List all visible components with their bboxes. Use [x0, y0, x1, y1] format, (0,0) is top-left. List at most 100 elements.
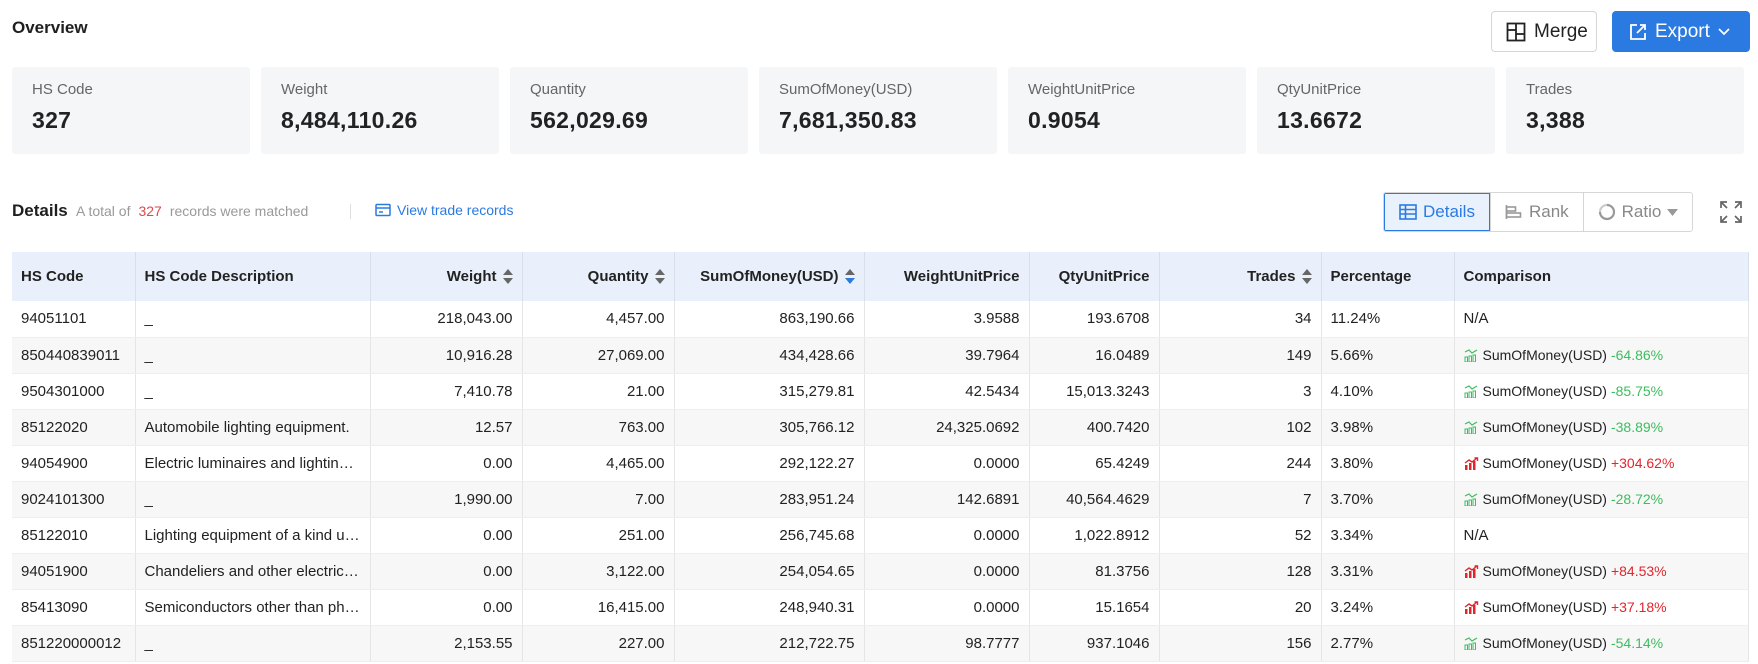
stat-label: HS Code: [32, 81, 93, 98]
weight-unit-price-cell: 0.0000: [864, 517, 1030, 554]
weight-cell: 10,916.28: [370, 337, 523, 374]
change-positive: +304.62%: [1610, 455, 1675, 471]
column-header-label: Comparison: [1463, 268, 1552, 285]
sort-icon[interactable]: [502, 269, 513, 285]
table-row[interactable]: 851220000012 _ 2,153.55 227.00 212,722.75 98.…: [12, 625, 1749, 662]
rank-view-button[interactable]: Rank: [1489, 193, 1583, 231]
weight-unit-price-cell: 0.0000: [864, 553, 1030, 590]
export-button[interactable]: Export: [1612, 11, 1750, 52]
view-trade-records-label: View trade records: [397, 202, 514, 218]
stat-card-qty-unit-price: QtyUnitPrice 13.6672: [1257, 67, 1495, 154]
table-row[interactable]: 850440839011 _ 10,916.28 27,069.00 434,428.6…: [12, 337, 1749, 374]
stat-value: 562,029.69: [530, 107, 649, 133]
qty-unit-price-cell: 1,022.8912: [1029, 517, 1160, 554]
comparison-value[interactable]: SumOfMoney(USD) +37.18%: [1464, 599, 1739, 615]
comparison-value[interactable]: SumOfMoney(USD) +304.62%: [1464, 455, 1739, 471]
column-header-label: QtyUnitPrice: [1058, 268, 1150, 285]
fullscreen-icon[interactable]: [1720, 201, 1742, 223]
merge-label: Merge: [1534, 20, 1588, 42]
description-cell: _: [135, 625, 371, 662]
change-positive: +84.53%: [1610, 563, 1667, 579]
qty-unit-price-cell: 15,013.3243: [1029, 373, 1160, 410]
column-header-description: HS Code Description: [135, 252, 371, 301]
percentage-cell: 11.24%: [1321, 301, 1455, 338]
table-body: 94051101 _ 218,043.00 4,457.00 863,190.66 3.9…: [12, 301, 1749, 662]
comparison-metric: SumOfMoney(USD): [1482, 383, 1607, 399]
sort-icon[interactable]: [1301, 269, 1312, 285]
view-switch: Details Rank Ratio: [1383, 192, 1694, 232]
comparison-metric: SumOfMoney(USD): [1482, 455, 1607, 471]
weight-cell: 7,410.78: [370, 373, 523, 410]
column-header-weight[interactable]: Weight: [370, 252, 523, 301]
comparison-cell: N/A: [1454, 517, 1749, 554]
column-header-quantity[interactable]: Quantity: [522, 252, 675, 301]
sort-icon[interactable]: [654, 269, 665, 285]
weight-cell: 0.00: [370, 589, 523, 626]
weight-unit-price-cell: 142.6891: [864, 481, 1030, 518]
description-cell: Semiconductors other than photosensitive…: [135, 589, 371, 626]
trend-down-icon: [1464, 384, 1477, 398]
column-header-label: Quantity: [587, 267, 649, 285]
rank-view-label: Rank: [1528, 202, 1569, 221]
comparison-value[interactable]: SumOfMoney(USD) +84.53%: [1464, 563, 1739, 579]
records-count: 327: [138, 203, 162, 219]
ratio-view-button[interactable]: Ratio: [1582, 193, 1693, 231]
comparison-value[interactable]: SumOfMoney(USD) -64.86%: [1464, 347, 1739, 363]
quantity-cell: 251.00: [522, 517, 675, 554]
stat-value: 327: [32, 107, 72, 133]
hs-code-cell: 9504301000: [12, 373, 136, 410]
comparison-value[interactable]: SumOfMoney(USD) -28.72%: [1464, 491, 1739, 507]
table-row[interactable]: 94051900 Chandeliers and other electric c…: [12, 553, 1749, 590]
records-icon: [375, 203, 391, 217]
trades-cell: 20: [1159, 589, 1322, 626]
change-positive: +37.18%: [1610, 599, 1667, 615]
comparison-cell: SumOfMoney(USD) +304.62%: [1454, 445, 1749, 482]
description-cell: Chandeliers and other electric ceiling l…: [135, 553, 371, 590]
overview-stats: HS Code 327 Weight 8,484,110.26 Quantity…: [12, 67, 1744, 154]
comparison-value[interactable]: SumOfMoney(USD) -54.14%: [1464, 635, 1739, 651]
weight-unit-price-cell: 24,325.0692: [864, 409, 1030, 446]
table-row[interactable]: 9024101300 _ 1,990.00 7.00 283,951.24 142.689…: [12, 481, 1749, 518]
hs-code-cell: 850440839011: [12, 337, 136, 374]
column-header-comparison: Comparison: [1454, 252, 1749, 301]
quantity-cell: 4,457.00: [522, 301, 675, 338]
column-header-sum-of-money[interactable]: SumOfMoney(USD): [674, 252, 865, 301]
qty-unit-price-cell: 81.3756: [1029, 553, 1160, 590]
trades-cell: 7: [1159, 481, 1322, 518]
weight-unit-price-cell: 0.0000: [864, 445, 1030, 482]
table-row[interactable]: 85122010 Lighting equipment of a kind use…: [12, 517, 1749, 554]
table-row[interactable]: 94054900 Electric luminaires and lighting…: [12, 445, 1749, 482]
qty-unit-price-cell: 937.1046: [1029, 625, 1160, 662]
table-row[interactable]: 94051101 _ 218,043.00 4,457.00 863,190.66 3.9…: [12, 301, 1749, 338]
table-row[interactable]: 85122020 Automobile lighting equipment. 12…: [12, 409, 1749, 446]
details-view-button[interactable]: Details: [1384, 193, 1490, 231]
records-prefix: A total of: [76, 203, 131, 219]
details-view-label: Details: [1423, 202, 1475, 221]
comparison-value[interactable]: SumOfMoney(USD) -85.75%: [1464, 383, 1739, 399]
trend-up-icon: [1464, 456, 1478, 470]
column-header-label: WeightUnitPrice: [903, 268, 1020, 285]
comparison-cell: SumOfMoney(USD) -54.14%: [1454, 625, 1749, 662]
column-header-trades[interactable]: Trades: [1159, 252, 1322, 301]
quantity-cell: 4,465.00: [522, 445, 675, 482]
merge-button[interactable]: Merge: [1491, 11, 1597, 52]
qty-unit-price-cell: 40,564.4629: [1029, 481, 1160, 518]
trades-cell: 149: [1159, 337, 1322, 374]
stat-label: Quantity: [530, 81, 586, 98]
sort-desc-icon[interactable]: [844, 269, 855, 285]
trades-cell: 244: [1159, 445, 1322, 482]
column-header-label: Weight: [446, 267, 497, 285]
change-negative: -54.14%: [1610, 635, 1664, 651]
comparison-value[interactable]: SumOfMoney(USD) -38.89%: [1464, 419, 1739, 435]
table-row[interactable]: 9504301000 _ 7,410.78 21.00 315,279.81 42.543…: [12, 373, 1749, 410]
stat-label: Weight: [281, 81, 328, 98]
overview-title: Overview: [12, 18, 88, 37]
trend-down-icon: [1464, 420, 1477, 434]
description-cell: _: [135, 373, 371, 410]
comparison-na: N/A: [1463, 310, 1489, 328]
column-header-label: Percentage: [1330, 268, 1412, 285]
sum-of-money-cell: 212,722.75: [674, 625, 865, 662]
view-trade-records-link[interactable]: View trade records: [375, 202, 513, 218]
trend-down-icon: [1464, 492, 1477, 506]
